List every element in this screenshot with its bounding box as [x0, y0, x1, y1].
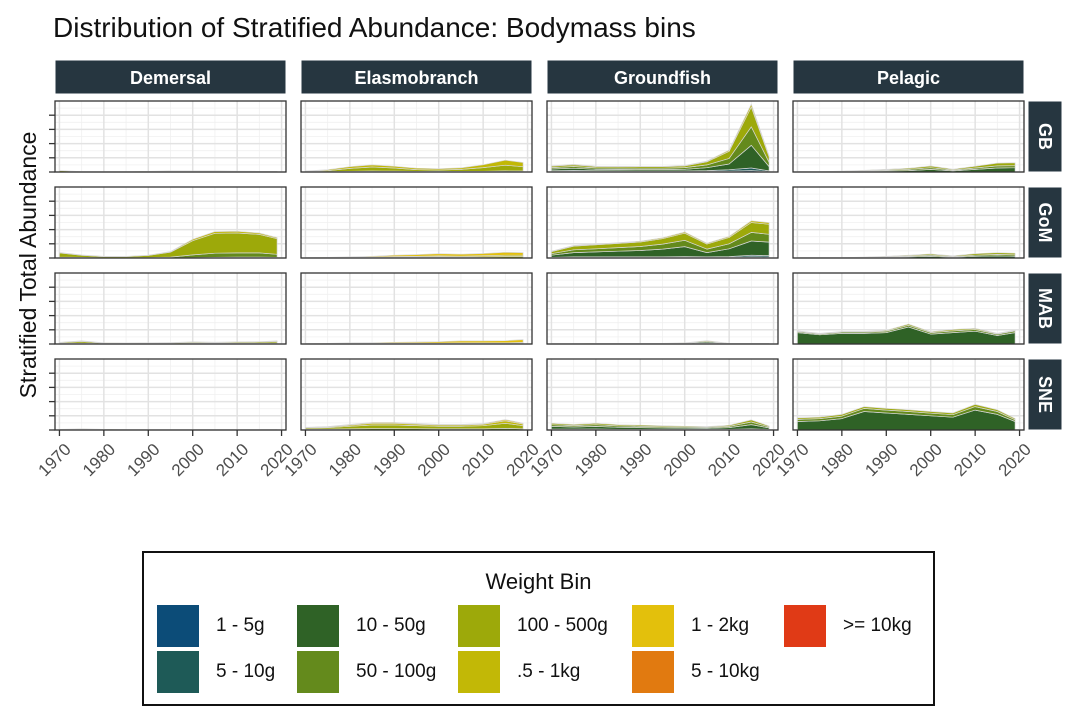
- x-tick-label: 2010: [458, 440, 498, 480]
- strip-elasmobranch: [300, 59, 533, 95]
- strip-groundfish: [546, 59, 779, 95]
- legend-item-5-1kg: .5 - 1kg: [458, 651, 580, 693]
- x-tick-label: 1990: [615, 440, 655, 480]
- facet-chart: Demersal Elasmobranch Groundfish Pelagic GB G…: [15, 59, 1063, 480]
- x-tick-label: 1980: [571, 440, 611, 480]
- legend-item-50-100g: 50 - 100g: [297, 651, 436, 693]
- chart-title: Distribution of Stratified Abundance: Bo…: [53, 12, 696, 43]
- area-demersal-gom-5-1kg: [59, 230, 278, 257]
- legend-item-10-50g: 10 - 50g: [297, 605, 426, 647]
- legend-swatch: [297, 605, 339, 647]
- strip-mab: [1027, 272, 1063, 345]
- area-pelagic-gb-100-500g: [797, 162, 1016, 173]
- panel-border: [546, 186, 779, 259]
- x-tick-label: 1990: [123, 440, 163, 480]
- x-tick-label: 1980: [79, 440, 119, 480]
- panel-border: [300, 186, 533, 259]
- area-groundfish-gb-5-1kg: [551, 103, 770, 168]
- area-pelagic-sne-100-500g: [797, 404, 1016, 421]
- panel-border: [300, 100, 533, 173]
- y-axis-title: Stratified Total Abundance: [15, 132, 41, 399]
- legend-swatch: [784, 605, 826, 647]
- area-elasmobranch-gb-5-1kg: [305, 159, 524, 172]
- x-tick-label: 2010: [212, 440, 252, 480]
- panel-border: [546, 358, 779, 431]
- strip-label-demersal: Demersal: [130, 68, 211, 88]
- panel-border: [792, 100, 1025, 173]
- x-tick-label: 2020: [995, 440, 1035, 480]
- strip-pelagic: [792, 59, 1025, 95]
- strip-label-gom: GoM: [1035, 203, 1055, 243]
- legend-label: 100 - 500g: [517, 615, 608, 636]
- panel-border: [300, 358, 533, 431]
- legend-label: 1 - 2kg: [691, 615, 750, 636]
- legend-label: 10 - 50g: [356, 615, 426, 636]
- panel-border: [54, 186, 287, 259]
- area-elasmobranch-gom-1-2kg: [305, 251, 524, 259]
- area-elasmobranch-sne-1-2kg: [305, 419, 524, 428]
- x-tick-label: 2010: [704, 440, 744, 480]
- legend-item-5-10kg: 5 - 10kg: [632, 651, 760, 693]
- x-tick-label: 2010: [950, 440, 990, 480]
- strip-label-mab: MAB: [1035, 288, 1055, 329]
- legend-item-100-500g: 100 - 500g: [458, 605, 608, 647]
- legend-item-1-2kg: 1 - 2kg: [632, 605, 749, 647]
- legend-title: Weight Bin: [485, 569, 592, 594]
- legend-item-1-5g: 1 - 5g: [157, 605, 265, 647]
- strip-demersal: [54, 59, 287, 95]
- legend-swatch: [632, 651, 674, 693]
- x-tick-label: 1990: [369, 440, 409, 480]
- panel-border: [54, 272, 287, 345]
- legend-label: .5 - 1kg: [517, 661, 581, 682]
- panel-border: [792, 358, 1025, 431]
- strip-gom: [1027, 186, 1063, 259]
- strip-label-sne: SNE: [1035, 376, 1055, 413]
- x-tick-label: 1980: [817, 440, 857, 480]
- panel-border: [546, 100, 779, 173]
- strip-label-elasmobranch: Elasmobranch: [354, 68, 478, 88]
- legend-swatch: [632, 605, 674, 647]
- strip-gb: [1027, 100, 1063, 173]
- legend-label: >= 10kg: [843, 615, 912, 636]
- x-tick-label: 2000: [414, 440, 454, 480]
- strip-label-gb: GB: [1035, 123, 1055, 150]
- x-tick-label: 1990: [861, 440, 901, 480]
- legend-swatch: [458, 605, 500, 647]
- panel-border: [54, 358, 287, 431]
- panel-border: [546, 272, 779, 345]
- strip-label-groundfish: Groundfish: [614, 68, 711, 88]
- area-pelagic-mab-100-500g: [797, 323, 1016, 335]
- legend-label: 50 - 100g: [356, 661, 437, 682]
- legend-label: 1 - 5g: [216, 615, 265, 636]
- strip-label-pelagic: Pelagic: [877, 68, 940, 88]
- area-groundfish-sne-100-500g: [551, 419, 770, 428]
- legend-swatch: [157, 605, 199, 647]
- legend-swatch: [458, 651, 500, 693]
- legend-label: 5 - 10g: [216, 661, 276, 682]
- x-tick-label: 1970: [35, 440, 75, 480]
- x-tick-label: 2000: [906, 440, 946, 480]
- panel-border: [54, 100, 287, 173]
- strip-sne: [1027, 358, 1063, 431]
- x-tick-label: 2000: [168, 440, 208, 480]
- legend-swatch: [297, 651, 339, 693]
- x-tick-label: 1980: [325, 440, 365, 480]
- legend-label: 5 - 10kg: [691, 661, 760, 682]
- panel-border: [300, 272, 533, 345]
- x-tick-label: 2000: [660, 440, 700, 480]
- legend-item-5-10g: 5 - 10g: [157, 651, 275, 693]
- panel-border: [792, 272, 1025, 345]
- panel-border: [792, 186, 1025, 259]
- legend: Weight Bin 1 - 5g 5 - 10g 10 - 50g 50 - 100…: [142, 551, 935, 706]
- legend-swatch: [157, 651, 199, 693]
- area-demersal-mab-5-1kg: [59, 340, 278, 344]
- legend-item-10kg: >= 10kg: [784, 605, 912, 647]
- area-groundfish-gom-5-1kg: [551, 220, 770, 252]
